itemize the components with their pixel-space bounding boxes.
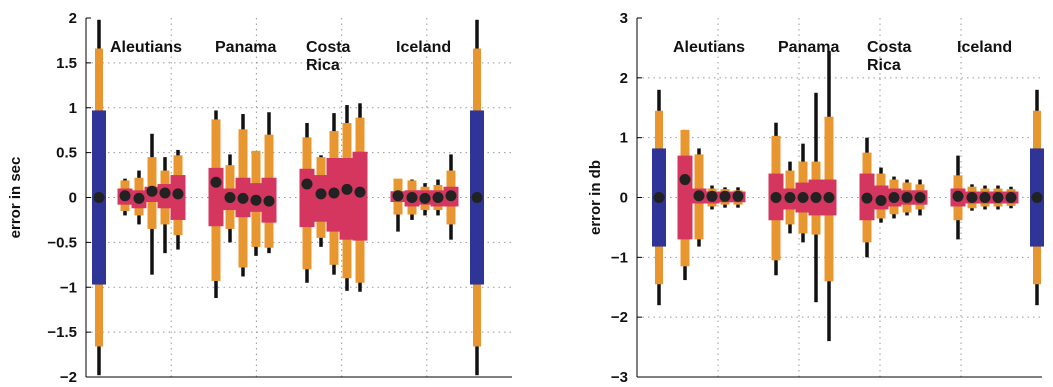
y-tick-label: 1.5	[56, 55, 77, 72]
box-inner-range	[339, 158, 355, 240]
median-dot	[797, 192, 809, 203]
median-dot	[770, 192, 782, 203]
median-dot	[901, 192, 913, 203]
median-dot	[406, 192, 418, 203]
y-tick-label: 0.5	[56, 145, 77, 162]
median-dot	[146, 185, 158, 197]
left-chart-panel: −2 −1.5 −1 −0.5 0 0.5 1 1.5 2 error in sec Aleutia…	[7, 10, 512, 386]
box-inner-range	[677, 155, 693, 240]
median-dot	[784, 192, 796, 203]
group-annotation-line: Rica	[867, 57, 901, 74]
median-dot	[159, 187, 171, 199]
median-dot	[693, 190, 705, 202]
median-dot	[354, 186, 366, 198]
median-dot	[392, 190, 404, 202]
y-tick-label: −2	[60, 369, 77, 386]
right-chart-panel: −3 −2 −1 0 1 2 3 error in db Aleutians Panama Cost…	[587, 10, 1044, 386]
median-dot	[732, 190, 744, 202]
group-annotation-line: Costa	[306, 39, 351, 56]
median-dot	[706, 190, 718, 202]
median-dot	[914, 192, 926, 203]
median-dot	[172, 188, 184, 200]
median-dot	[250, 194, 262, 206]
median-dot	[432, 192, 444, 203]
median-dot	[263, 195, 275, 207]
median-dot	[875, 194, 887, 206]
y-tick-label: −1	[611, 249, 628, 266]
y-tick-label: 0	[69, 190, 77, 207]
median-dot	[341, 183, 353, 195]
median-dot	[1005, 192, 1017, 203]
group-annotation: Panama	[778, 39, 839, 56]
median-dot	[823, 192, 835, 203]
group-annotation-line: Panama	[778, 39, 839, 56]
median-dot	[419, 192, 431, 204]
y-axis-label: error in sec	[7, 157, 24, 239]
group-annotation: Costa Rica	[306, 39, 351, 74]
y-tick-label: 2	[620, 70, 628, 87]
median-dot	[861, 192, 873, 204]
median-dot	[992, 192, 1004, 203]
y-tick-label: 3	[620, 10, 628, 27]
median-dot	[952, 190, 964, 202]
median-dot	[471, 192, 483, 203]
group-annotation: Costa Rica	[867, 39, 912, 74]
median-dot	[679, 174, 691, 186]
median-dot	[315, 188, 327, 200]
y-axis-label: error in db	[587, 160, 604, 235]
median-dot	[210, 176, 222, 188]
box-inner-range	[299, 168, 315, 228]
group-annotation-line: Costa	[867, 39, 912, 56]
box-inner-range	[208, 167, 224, 227]
median-dot	[237, 192, 249, 204]
group-annotation-line: Rica	[306, 57, 340, 74]
y-tick-label: 1	[620, 130, 628, 147]
group-annotation-line: Panama	[215, 39, 276, 56]
group-annotation-line: Aleutians	[673, 39, 745, 56]
median-dot	[979, 192, 991, 203]
y-tick-label: −0.5	[47, 234, 77, 251]
y-tick-label: −1.5	[47, 324, 77, 341]
median-dot	[224, 192, 236, 203]
median-dot	[133, 192, 145, 204]
y-tick-label: −1	[60, 279, 77, 296]
group-annotation: Iceland	[396, 39, 451, 56]
median-dot	[328, 187, 340, 199]
group-annotation-line: Iceland	[957, 39, 1012, 56]
median-dot	[810, 192, 822, 203]
median-dot	[888, 192, 900, 203]
group-annotation: Iceland	[957, 39, 1012, 56]
median-dot	[301, 178, 313, 190]
y-tick-label: −3	[611, 369, 628, 386]
median-dot	[719, 190, 731, 202]
median-dot	[1031, 192, 1043, 203]
y-tick-label: 0	[620, 190, 628, 207]
group-annotation: Panama	[215, 39, 276, 56]
y-tick-label: 2	[69, 10, 77, 27]
median-dot	[93, 192, 105, 203]
y-tick-label: −2	[611, 309, 628, 326]
median-dot	[119, 190, 131, 202]
group-annotation-line: Aleutians	[110, 39, 182, 56]
median-dot	[445, 190, 457, 202]
median-dot	[966, 192, 978, 203]
y-tick-label: 1	[69, 100, 77, 117]
group-annotation: Aleutians	[110, 39, 182, 56]
group-annotation-line: Iceland	[396, 39, 451, 56]
median-dot	[653, 192, 665, 203]
group-annotation: Aleutians	[673, 39, 745, 56]
